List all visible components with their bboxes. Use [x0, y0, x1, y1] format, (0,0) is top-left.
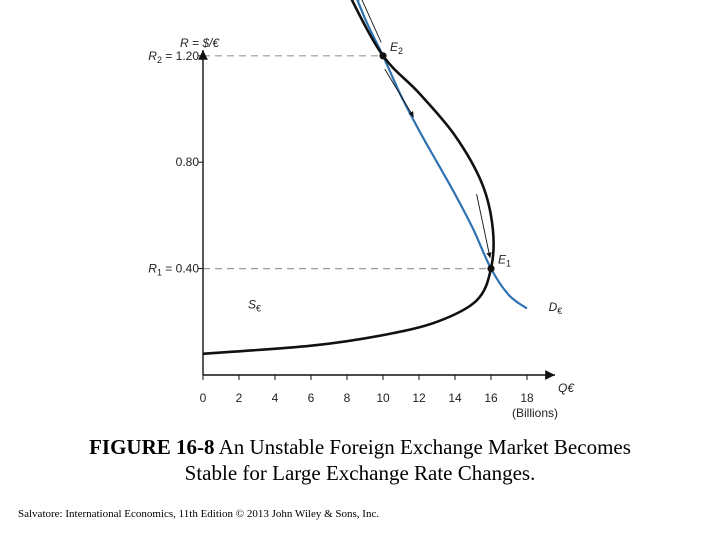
equilibrium-label: E1 [498, 253, 511, 269]
x-tick-label: 6 [308, 391, 315, 405]
y-tick-label: R2 = 1.20 [148, 49, 199, 65]
figure-number: FIGURE 16-8 [89, 435, 215, 459]
axes [198, 50, 555, 380]
x-tick-label: 12 [412, 391, 426, 405]
x-tick-label: 10 [376, 391, 390, 405]
x-tick-label: 8 [344, 391, 351, 405]
x-axis-label: Q€ [558, 381, 575, 395]
x-axis-unit: (Billions) [512, 406, 558, 420]
y-tick-label: 0.80 [176, 155, 200, 169]
x-tick-label: 14 [448, 391, 462, 405]
caption-line-2: Stable for Large Exchange Rate Changes. [184, 461, 536, 485]
series-line [356, 0, 528, 310]
x-tick-label: 2 [236, 391, 243, 405]
caption-line-1: An Unstable Foreign Exchange Market Beco… [218, 435, 631, 459]
equilibrium-point [487, 265, 495, 273]
direction-arrow [384, 68, 414, 118]
direction-arrow [476, 194, 492, 259]
curve-label: D€ [549, 300, 563, 316]
equilibrium-point [379, 52, 387, 60]
direction-arrow [359, 0, 382, 43]
series-line [202, 0, 495, 355]
x-tick-label: 16 [484, 391, 498, 405]
curve-label: S€ [248, 298, 261, 314]
x-tick-label: 4 [272, 391, 279, 405]
x-tick-label: 18 [520, 391, 534, 405]
y-axis-label: R = $/€ [180, 36, 220, 50]
guide-lines [203, 55, 491, 270]
figure-caption: FIGURE 16-8 An Unstable Foreign Exchange… [0, 434, 720, 486]
y-tick-label: R1 = 0.40 [148, 262, 199, 278]
labels: R = $/€ Q€ (Billions) D€S€D€S€ [180, 36, 575, 420]
equilibrium-label: E2 [390, 40, 403, 56]
direction-arrows [359, 0, 492, 259]
source-credit: Salvatore: International Economics, 11th… [18, 508, 380, 520]
equilibrium-points: E3E2E1 [379, 40, 511, 273]
x-tick-label: 0 [200, 391, 207, 405]
